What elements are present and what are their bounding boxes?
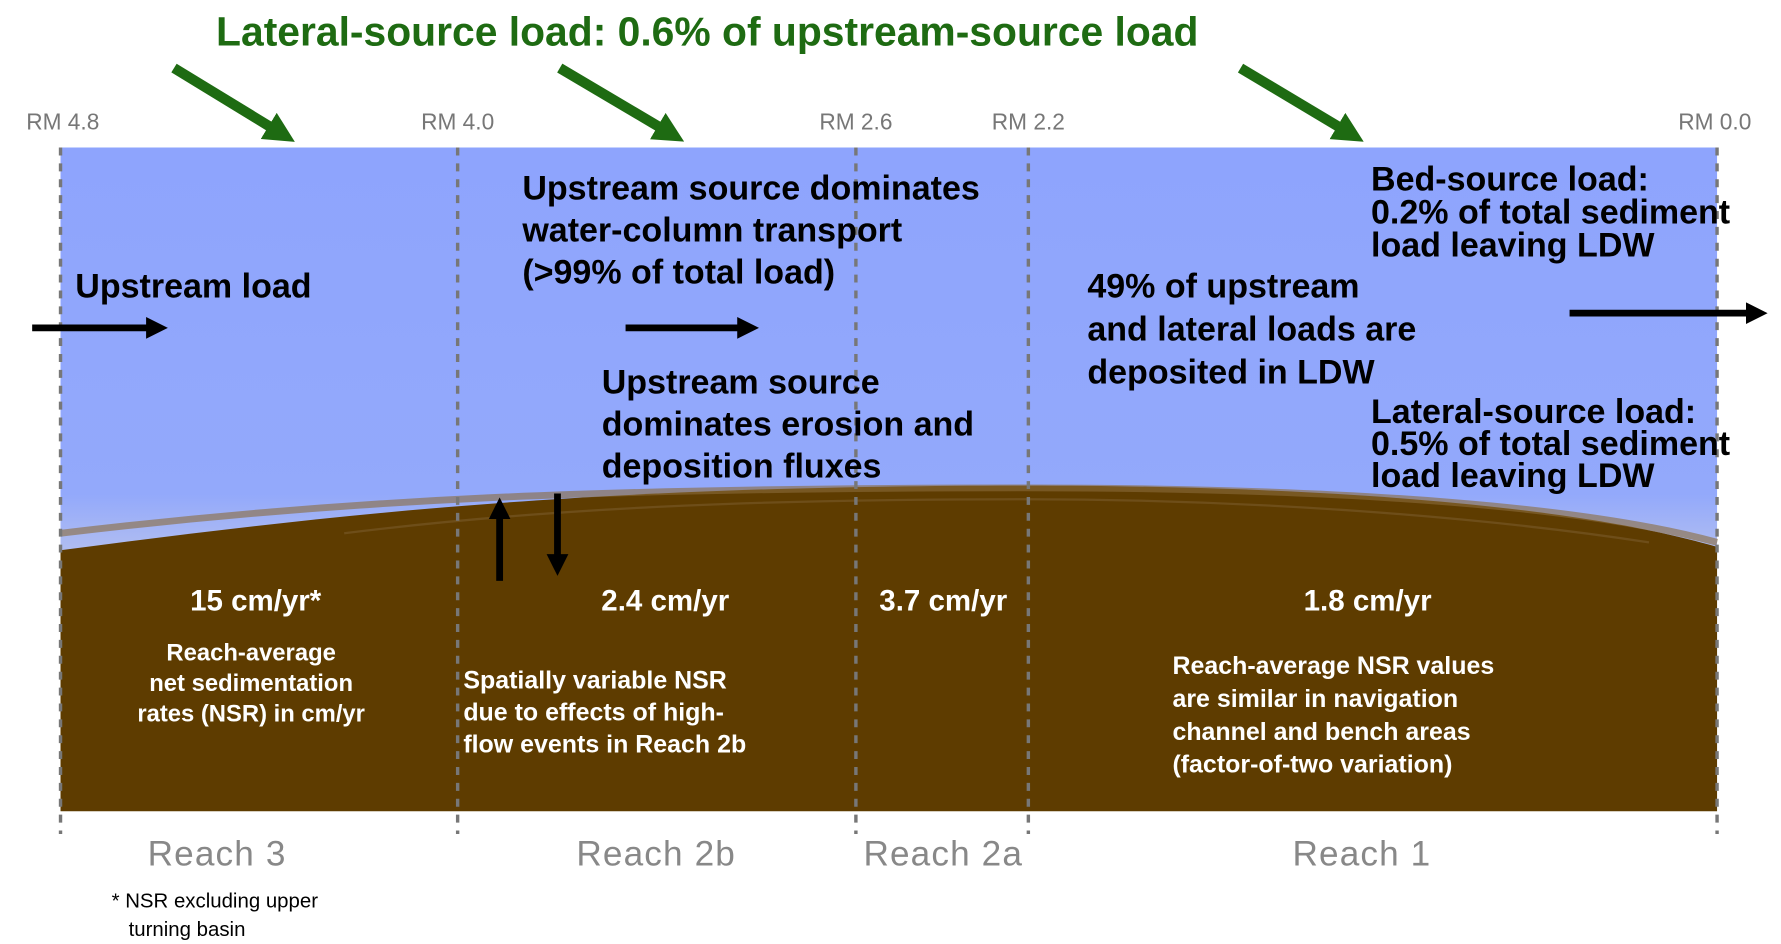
note: Upstream load bbox=[75, 267, 311, 305]
flow-arrows bbox=[32, 302, 1768, 581]
text-line: channel and bench areas bbox=[1172, 718, 1470, 746]
text-line: 0.5% of total sediment bbox=[1371, 425, 1730, 463]
text-line: due to effects of high- bbox=[463, 698, 724, 726]
text-line: 49% of upstream bbox=[1087, 267, 1359, 305]
rate: 15 cm/yr* bbox=[190, 584, 322, 617]
text-line: Bed-source load: bbox=[1371, 161, 1649, 199]
river-mile: RM 4.8 bbox=[26, 108, 99, 134]
rate: 1.8 cm/yr bbox=[1304, 584, 1432, 617]
text-line: (>99% of total load) bbox=[522, 254, 835, 292]
reach-label: Reach 1 bbox=[1292, 835, 1431, 874]
reach-label: Reach 2a bbox=[863, 835, 1023, 874]
text-line: (factor-of-two variation) bbox=[1172, 751, 1452, 779]
text-line: rates (NSR) in cm/yr bbox=[137, 701, 365, 728]
text-line: and lateral loads are bbox=[1087, 310, 1416, 348]
note: Bed-source load: 0.2% of total sediment lo… bbox=[1371, 161, 1730, 265]
rate: 2.4 cm/yr bbox=[601, 584, 729, 617]
river-mile: RM 4.0 bbox=[421, 108, 494, 134]
text-line: Lateral-source load: bbox=[1371, 393, 1696, 431]
reach-note: Reach-average NSR values are similar in n… bbox=[1172, 652, 1494, 779]
river-mile: RM 0.0 bbox=[1678, 108, 1751, 134]
sediment bbox=[60, 485, 1718, 812]
text-line: 0.2% of total sediment bbox=[1371, 194, 1730, 232]
reach-label: Reach 3 bbox=[148, 835, 287, 874]
text-line: net sedimentation bbox=[149, 670, 353, 697]
reach-label: Reach 2b bbox=[576, 835, 736, 874]
title: Lateral-source load: 0.6% of upstream-so… bbox=[216, 8, 1198, 54]
note: Upstream source dominates erosion and depo… bbox=[602, 364, 974, 486]
text-line: deposited in LDW bbox=[1087, 353, 1375, 391]
text-line: Upstream source bbox=[602, 364, 880, 402]
rate: 3.7 cm/yr bbox=[879, 584, 1007, 617]
text-line: water-column transport bbox=[521, 212, 902, 250]
text-line: deposition fluxes bbox=[602, 448, 882, 486]
text-line: are similar in navigation bbox=[1172, 685, 1458, 713]
text-line: Reach-average NSR values bbox=[1172, 652, 1494, 680]
text-line: dominates erosion and bbox=[602, 406, 974, 444]
text-line: flow events in Reach 2b bbox=[463, 730, 746, 758]
note: Upstream source dominates water-column tr… bbox=[521, 170, 979, 292]
text-line: Upstream source dominates bbox=[522, 170, 979, 208]
footnote: * NSR excluding upper turning basin bbox=[112, 891, 319, 941]
note: Lateral-source load: 0.5% of total sedime… bbox=[1371, 393, 1730, 495]
reach-note: Reach-average net sedimentation rates (NSR… bbox=[137, 639, 365, 727]
text-line: turning basin bbox=[129, 919, 246, 941]
text-line: load leaving LDW bbox=[1371, 457, 1655, 495]
text-line: * NSR excluding upper bbox=[112, 891, 319, 913]
text-line: Spatially variable NSR bbox=[463, 667, 727, 695]
text-line: load leaving LDW bbox=[1371, 226, 1655, 264]
green-arrows bbox=[171, 63, 1364, 142]
sediment-edge bbox=[60, 484, 1718, 546]
reach-note: Spatially variable NSR due to effects of … bbox=[463, 667, 746, 759]
note: 49% of upstream and lateral loads are depo… bbox=[1087, 267, 1416, 391]
text-line: Reach-average bbox=[166, 639, 335, 666]
river-mile: RM 2.2 bbox=[992, 108, 1065, 134]
river-mile: RM 2.6 bbox=[819, 108, 892, 134]
